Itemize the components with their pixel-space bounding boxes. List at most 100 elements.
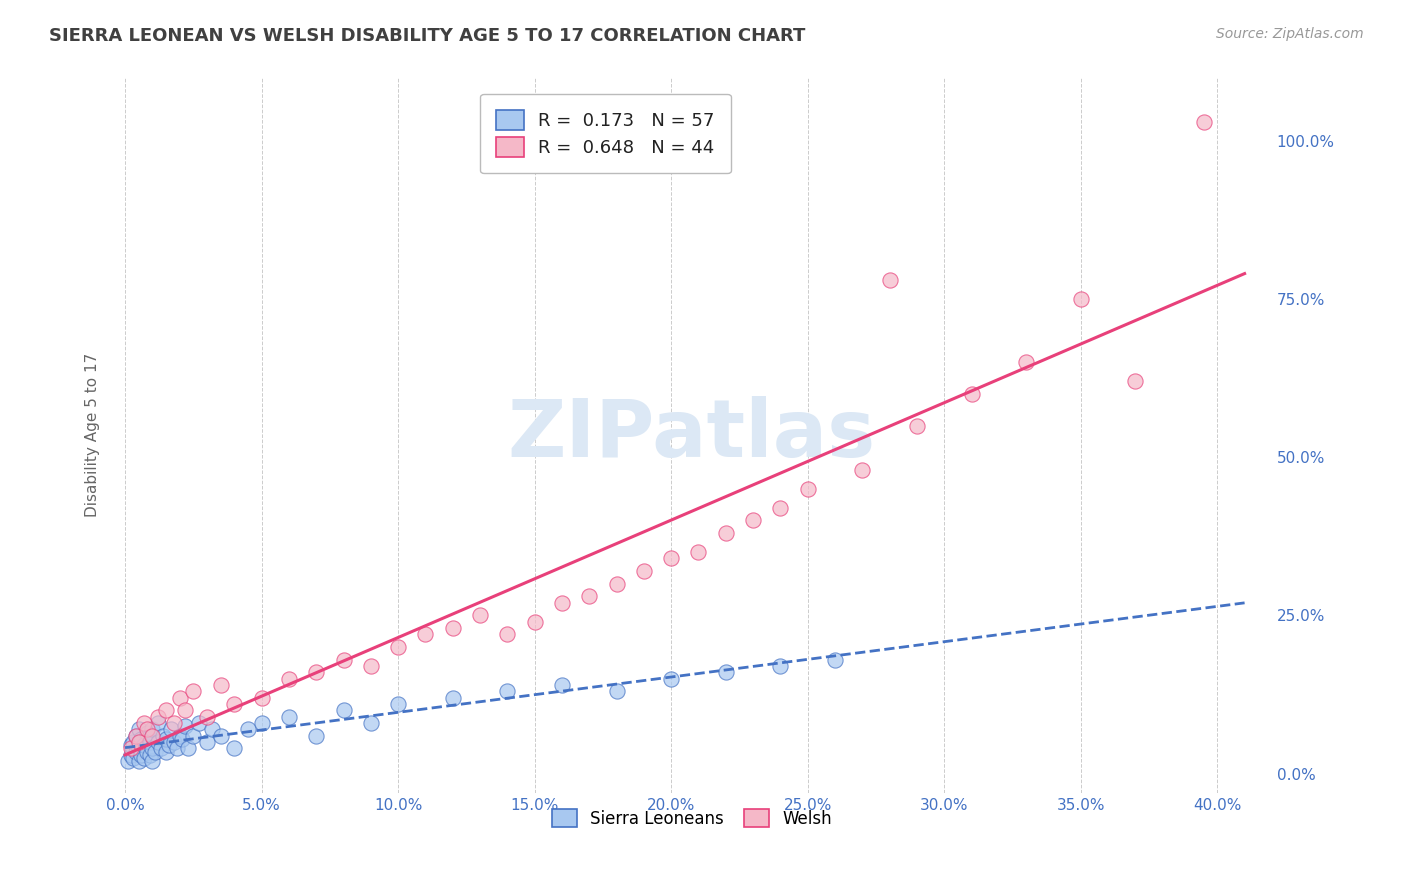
Point	[332, 703, 354, 717]
Point	[659, 672, 682, 686]
Point	[155, 745, 177, 759]
Point	[332, 653, 354, 667]
Point	[128, 754, 150, 768]
Point	[131, 747, 153, 762]
Point	[195, 735, 218, 749]
Point	[169, 690, 191, 705]
Point	[163, 735, 186, 749]
Point	[714, 665, 737, 680]
Point	[120, 741, 142, 756]
Point	[117, 754, 139, 768]
Legend: Sierra Leoneans, Welsh: Sierra Leoneans, Welsh	[546, 803, 838, 834]
Point	[135, 725, 157, 739]
Point	[851, 463, 873, 477]
Point	[1015, 355, 1038, 369]
Point	[141, 741, 163, 756]
Point	[305, 729, 328, 743]
Point	[183, 684, 205, 698]
Point	[169, 729, 191, 743]
Point	[138, 747, 160, 762]
Point	[143, 745, 166, 759]
Point	[125, 745, 148, 759]
Point	[122, 735, 145, 749]
Point	[659, 551, 682, 566]
Point	[134, 738, 156, 752]
Point	[146, 735, 169, 749]
Point	[387, 640, 409, 654]
Point	[415, 627, 437, 641]
Point	[1070, 292, 1092, 306]
Point	[360, 659, 382, 673]
Point	[633, 564, 655, 578]
Point	[134, 716, 156, 731]
Point	[138, 735, 160, 749]
Point	[160, 723, 183, 737]
Point	[122, 751, 145, 765]
Point	[250, 690, 273, 705]
Point	[195, 709, 218, 723]
Point	[146, 716, 169, 731]
Point	[250, 716, 273, 731]
Point	[172, 731, 194, 746]
Point	[125, 729, 148, 743]
Point	[128, 735, 150, 749]
Point	[157, 738, 180, 752]
Point	[166, 741, 188, 756]
Point	[523, 615, 546, 629]
Point	[152, 729, 174, 743]
Point	[183, 729, 205, 743]
Point	[209, 729, 232, 743]
Point	[163, 716, 186, 731]
Point	[141, 729, 163, 743]
Point	[174, 703, 197, 717]
Point	[496, 627, 519, 641]
Point	[688, 545, 710, 559]
Point	[135, 745, 157, 759]
Point	[796, 482, 818, 496]
Point	[551, 596, 574, 610]
Point	[131, 731, 153, 746]
Point	[120, 747, 142, 762]
Point	[277, 672, 299, 686]
Point	[135, 723, 157, 737]
Point	[277, 709, 299, 723]
Point	[155, 731, 177, 746]
Point	[128, 741, 150, 756]
Point	[134, 751, 156, 765]
Point	[578, 590, 600, 604]
Point	[441, 690, 464, 705]
Point	[606, 684, 628, 698]
Point	[305, 665, 328, 680]
Y-axis label: Disability Age 5 to 17: Disability Age 5 to 17	[86, 353, 100, 517]
Point	[201, 723, 224, 737]
Point	[468, 608, 491, 623]
Point	[441, 621, 464, 635]
Point	[146, 709, 169, 723]
Point	[120, 738, 142, 752]
Point	[769, 500, 792, 515]
Point	[496, 684, 519, 698]
Point	[551, 678, 574, 692]
Point	[149, 741, 172, 756]
Point	[1125, 374, 1147, 388]
Point	[224, 697, 246, 711]
Point	[1192, 114, 1215, 128]
Text: Source: ZipAtlas.com: Source: ZipAtlas.com	[1216, 27, 1364, 41]
Point	[209, 678, 232, 692]
Point	[187, 716, 209, 731]
Point	[387, 697, 409, 711]
Point	[960, 387, 983, 401]
Point	[155, 703, 177, 717]
Point	[879, 273, 901, 287]
Point	[125, 729, 148, 743]
Point	[905, 418, 928, 433]
Point	[824, 653, 846, 667]
Point	[141, 723, 163, 737]
Point	[360, 716, 382, 731]
Point	[714, 526, 737, 541]
Point	[224, 741, 246, 756]
Point	[128, 723, 150, 737]
Point	[177, 741, 200, 756]
Point	[174, 719, 197, 733]
Text: SIERRA LEONEAN VS WELSH DISABILITY AGE 5 TO 17 CORRELATION CHART: SIERRA LEONEAN VS WELSH DISABILITY AGE 5…	[49, 27, 806, 45]
